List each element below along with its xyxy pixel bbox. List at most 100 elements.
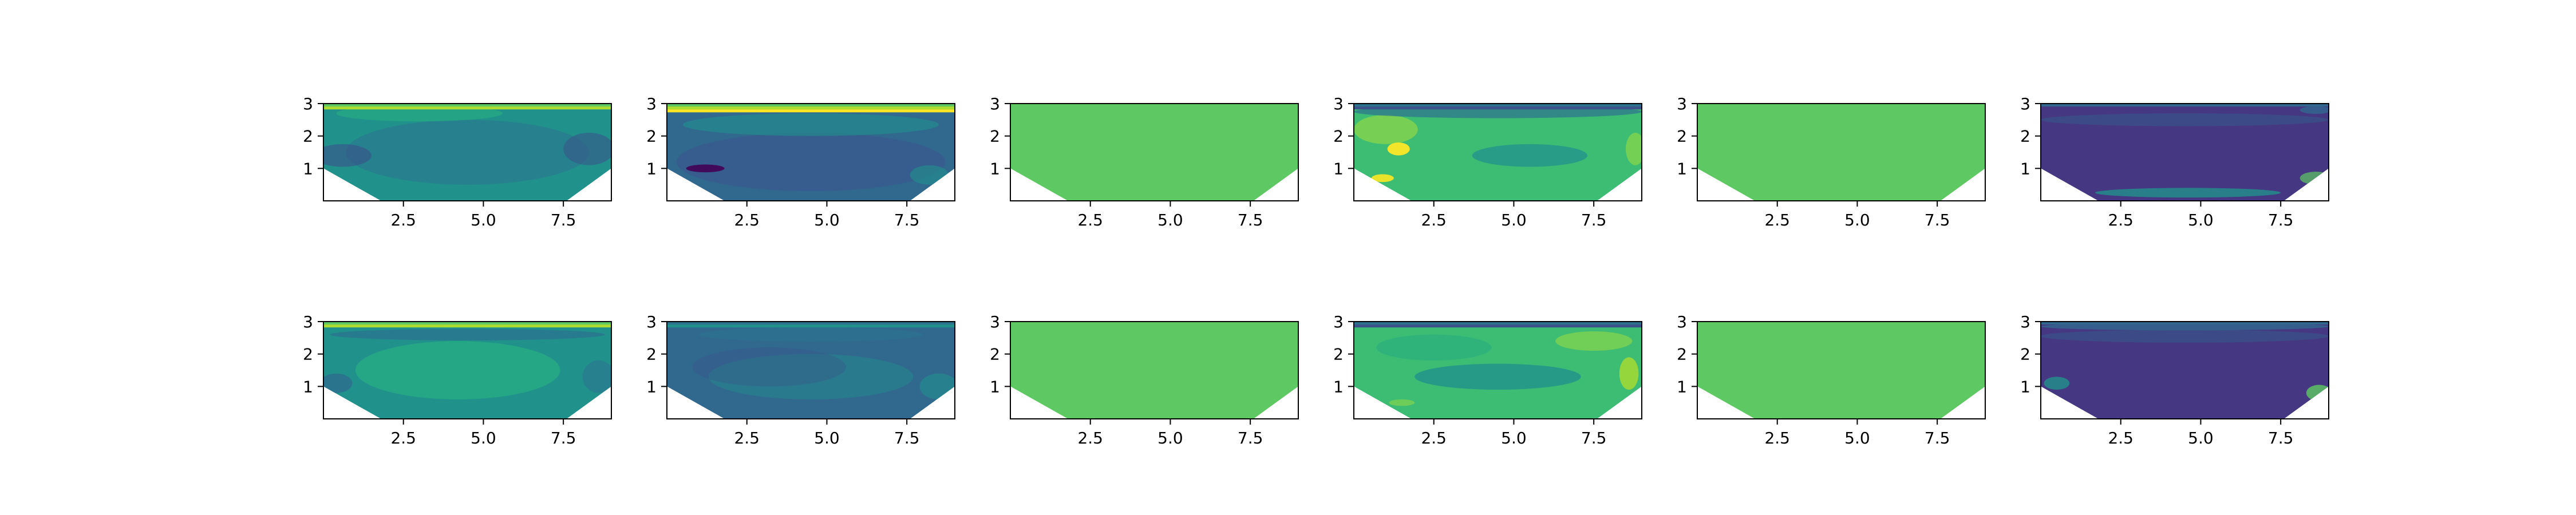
x-tick-label: 2.5	[1421, 211, 1447, 229]
contour-region	[692, 347, 846, 387]
contour-fill-7	[323, 322, 611, 419]
contour-region	[1555, 331, 1633, 351]
subplot-7: 2.5 5.0 7.5 1 2 3	[303, 312, 612, 447]
y-tick-label: 1	[1677, 377, 1687, 396]
subplot-3: 2.5 5.0 7.5 1 2 3	[990, 94, 1299, 229]
x-tick-label: 2.5	[1077, 211, 1103, 229]
contour-region-base	[1697, 322, 1985, 419]
contour-band-top	[1354, 322, 1642, 325]
contour-region	[563, 132, 611, 165]
contour-fill-11	[1697, 322, 1985, 419]
x-tick-label: 2.5	[2108, 429, 2134, 447]
contour-region	[330, 328, 605, 340]
x-tick-label: 2.5	[1764, 211, 1790, 229]
contour-region	[323, 373, 353, 393]
contour-region	[676, 133, 946, 191]
y-tick-label: 3	[1677, 312, 1687, 331]
contour-region	[323, 144, 372, 167]
contour-region-base	[1697, 104, 1985, 201]
contour-band-top	[323, 322, 611, 325]
contour-region-base	[2041, 104, 2329, 201]
contour-region-base	[2041, 322, 2329, 419]
x-tick-label: 7.5	[1238, 429, 1263, 447]
contour-fill-12	[2041, 322, 2329, 419]
x-tick-label: 7.5	[2268, 211, 2294, 229]
x-tick-label: 5.0	[814, 429, 840, 447]
contour-fill-4	[1354, 104, 1642, 201]
subplot-12: 2.5 5.0 7.5 1 2 3	[2020, 312, 2329, 447]
x-tick-label: 7.5	[551, 429, 576, 447]
subplot-grid: 2.5 5.0 7.5 1 2 3 2.5 5.0 7.5 1 2 3 2.5 5.0 7.5 1 2 3 2.5 5…	[303, 94, 2329, 447]
contour-band-top	[667, 324, 955, 328]
contour-region	[1626, 132, 1642, 165]
x-tick-label: 2.5	[2108, 211, 2134, 229]
contour-region	[1387, 142, 1410, 156]
contour-fill-3	[1010, 104, 1298, 201]
y-tick-label: 2	[1333, 127, 1344, 146]
y-tick-label: 1	[1333, 159, 1344, 178]
contour-band-top	[1354, 106, 1642, 110]
axes-frame	[1353, 321, 1642, 419]
contour-region	[582, 360, 611, 393]
x-tick-label: 2.5	[1421, 429, 1447, 447]
y-tick-label: 3	[303, 312, 313, 331]
contour-region-base	[1010, 104, 1298, 201]
contour-band-top	[323, 324, 611, 328]
y-tick-label: 1	[2020, 377, 2030, 396]
y-tick-label: 1	[1677, 159, 1687, 178]
y-tick-label: 2	[1677, 127, 1687, 146]
contour-band-top	[667, 104, 955, 107]
contour-band-top	[667, 106, 955, 110]
axes-frame	[666, 103, 955, 201]
contour-band-top	[323, 106, 611, 110]
contour-region	[2044, 377, 2070, 390]
contour-region-base	[1010, 322, 1298, 419]
contour-region	[1376, 334, 1492, 360]
x-tick-label: 2.5	[1077, 429, 1103, 447]
subplot-9: 2.5 5.0 7.5 1 2 3	[990, 312, 1299, 447]
x-tick-label: 5.0	[1157, 211, 1183, 229]
contour-region	[355, 341, 560, 399]
y-tick-label: 3	[1333, 94, 1344, 113]
contour-fill-2	[667, 104, 955, 201]
axes-frame	[1010, 103, 1299, 201]
subplot-2: 2.5 5.0 7.5 1 2 3	[646, 94, 955, 229]
x-tick-label: 7.5	[1238, 211, 1263, 229]
contour-fill-8	[667, 322, 955, 419]
y-tick-label: 2	[1677, 345, 1687, 364]
contour-band-top	[667, 322, 955, 325]
x-tick-label: 5.0	[2188, 211, 2214, 229]
contour-band-top	[2041, 104, 2329, 107]
subplot-1: 2.5 5.0 7.5 1 2 3	[303, 94, 612, 229]
contour-fill-9	[1010, 322, 1298, 419]
y-tick-label: 3	[646, 94, 657, 113]
axes-frame	[1697, 321, 1986, 419]
y-tick-label: 2	[646, 127, 657, 146]
y-tick-label: 2	[1333, 345, 1344, 364]
x-tick-label: 5.0	[1157, 429, 1183, 447]
contour-fill-6	[2041, 104, 2329, 201]
y-tick-label: 1	[990, 377, 1000, 396]
contour-band-top	[667, 109, 955, 113]
x-tick-label: 7.5	[1581, 211, 1607, 229]
contour-region	[910, 165, 949, 185]
axes-frame	[1697, 103, 1986, 201]
x-tick-label: 5.0	[471, 429, 496, 447]
axes-frame	[2040, 321, 2329, 419]
x-tick-label: 5.0	[1501, 429, 1527, 447]
y-tick-label: 3	[1333, 312, 1344, 331]
y-tick-label: 3	[1677, 94, 1687, 113]
contour-fill-5	[1697, 104, 1985, 201]
contour-region	[2041, 113, 2329, 126]
y-tick-label: 2	[303, 127, 313, 146]
x-tick-label: 5.0	[1844, 211, 1870, 229]
x-tick-label: 5.0	[1501, 211, 1527, 229]
axes-frame	[323, 103, 612, 201]
axes-frame	[323, 321, 612, 419]
y-tick-label: 2	[990, 345, 1000, 364]
y-tick-label: 3	[646, 312, 657, 331]
y-tick-label: 1	[303, 377, 313, 396]
contour-band-top	[2041, 322, 2329, 325]
